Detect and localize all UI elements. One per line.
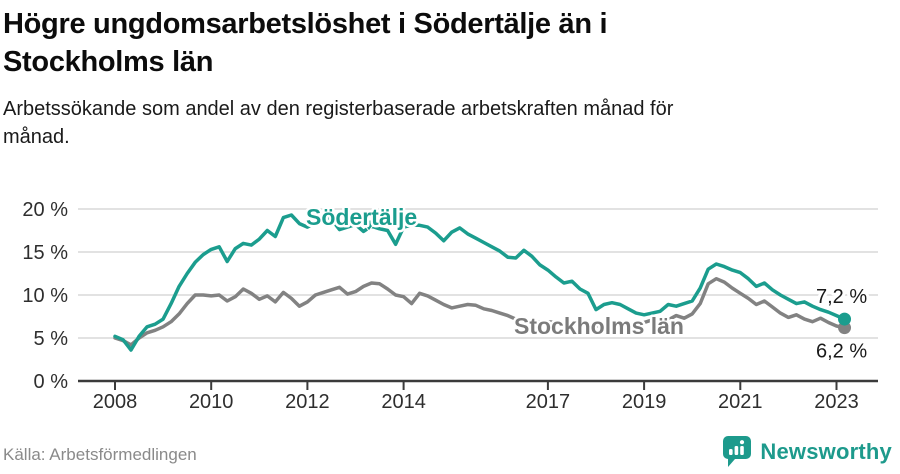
source-attribution: Källa: Arbetsförmedlingen xyxy=(3,445,197,464)
chart-title: Högre ungdomsarbetslöshet i Södertälje ä… xyxy=(3,5,873,81)
y-tick-label-20: 20 % xyxy=(22,199,68,221)
series-end-dot-s-dert-lje xyxy=(838,312,852,326)
series-label-caret-s-dert-lje xyxy=(360,219,378,232)
y-tick-label-5: 5 % xyxy=(34,328,69,350)
x-tick-label-2012: 2012 xyxy=(285,391,330,413)
end-value-label-stockholms-l-n: 6,2 % xyxy=(816,341,867,363)
newsworthy-wordmark: Newsworthy xyxy=(760,438,892,464)
newsworthy-bubble-chart-icon xyxy=(723,436,752,467)
line-chart: 2008 2010 2012 2014 2017 2019 2021 2023 0 % 5 % 10… xyxy=(0,170,900,420)
series-label-stockholms-l-n: Stockholms län xyxy=(514,313,684,339)
chart-title-line-1: Högre ungdomsarbetslöshet i Södertälje ä… xyxy=(3,8,608,40)
y-tick-label-10: 10 % xyxy=(22,285,68,307)
chart-title-line-2: Stockholms län xyxy=(3,46,214,78)
end-value-label-s-dert-lje: 7,2 % xyxy=(816,286,867,308)
x-tick-label-2014: 2014 xyxy=(381,391,426,413)
series-label-s-dert-lje: Södertälje xyxy=(306,204,417,230)
chart-subtitle: Arbetssökande som andel av den registerb… xyxy=(3,95,873,151)
series-line-stockholms-l-n xyxy=(113,276,847,347)
x-tick-label-2010: 2010 xyxy=(189,391,234,413)
x-tick-label-2021: 2021 xyxy=(718,391,763,413)
series-line-s-dert-lje xyxy=(113,213,847,352)
x-tick-label-2019: 2019 xyxy=(622,391,667,413)
x-tick-label-2023: 2023 xyxy=(814,391,859,413)
x-tick-label-2017: 2017 xyxy=(526,391,571,413)
x-tick-label-2008: 2008 xyxy=(93,391,138,413)
line-chart-canvas: 2008 2010 2012 2014 2017 2019 2021 2023 0 % 5 % 10… xyxy=(22,199,878,413)
y-tick-label-15: 15 % xyxy=(22,242,68,264)
newsworthy-logo[interactable]: Newsworthy xyxy=(722,435,892,468)
y-tick-label-0: 0 % xyxy=(34,371,69,393)
chart-subtitle-line-2: månad. xyxy=(3,126,70,148)
chart-subtitle-line-1: Arbetssökande som andel av den registerb… xyxy=(3,98,674,120)
